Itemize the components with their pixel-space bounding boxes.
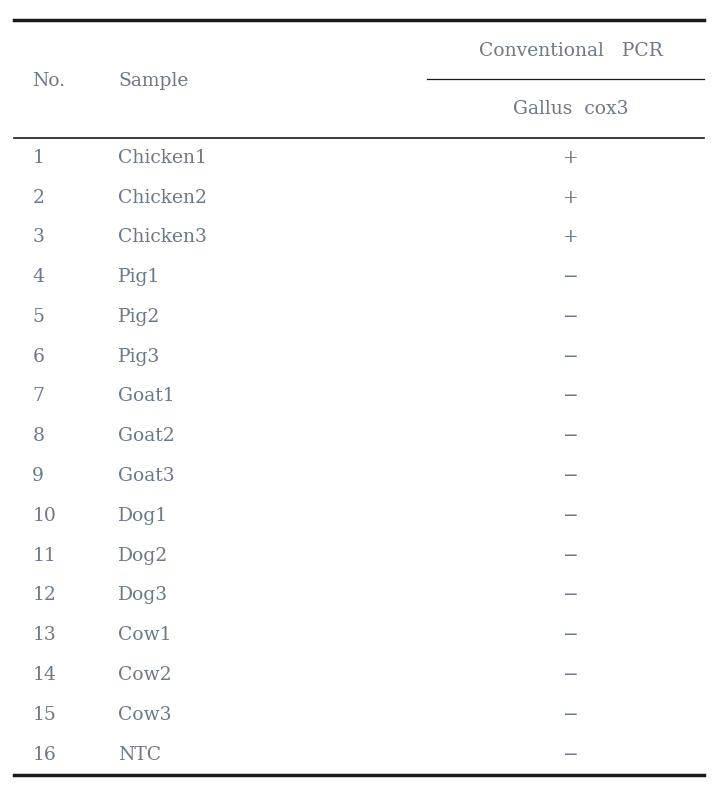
Text: +: + (563, 149, 579, 166)
Text: Sample: Sample (118, 72, 189, 89)
Text: −: − (563, 428, 579, 445)
Text: 12: 12 (32, 587, 56, 604)
Text: 7: 7 (32, 387, 45, 406)
Text: Gallus  cox3: Gallus cox3 (513, 101, 628, 118)
Text: 3: 3 (32, 228, 45, 246)
Text: 6: 6 (32, 348, 45, 366)
Text: Dog2: Dog2 (118, 546, 169, 565)
Text: 16: 16 (32, 746, 56, 763)
Text: −: − (563, 706, 579, 724)
Text: 4: 4 (32, 268, 45, 286)
Text: Cow3: Cow3 (118, 706, 172, 724)
Text: Dog1: Dog1 (118, 507, 169, 525)
Text: 8: 8 (32, 428, 45, 445)
Text: −: − (563, 746, 579, 763)
Text: −: − (563, 546, 579, 565)
Text: +: + (563, 188, 579, 207)
Text: 1: 1 (32, 149, 45, 166)
Text: Chicken3: Chicken3 (118, 228, 208, 246)
Text: Cow1: Cow1 (118, 626, 172, 644)
Text: −: − (563, 348, 579, 366)
Text: Dog3: Dog3 (118, 587, 169, 604)
Text: 10: 10 (32, 507, 56, 525)
Text: −: − (563, 507, 579, 525)
Text: −: − (563, 467, 579, 485)
Text: −: − (563, 666, 579, 684)
Text: −: − (563, 268, 579, 286)
Text: Conventional   PCR: Conventional PCR (479, 43, 663, 60)
Text: Pig2: Pig2 (118, 308, 161, 326)
Text: −: − (563, 308, 579, 326)
Text: Chicken2: Chicken2 (118, 188, 208, 207)
Text: Pig3: Pig3 (118, 348, 161, 366)
Text: 5: 5 (32, 308, 45, 326)
Text: Pig1: Pig1 (118, 268, 161, 286)
Text: Goat3: Goat3 (118, 467, 175, 485)
Text: 11: 11 (32, 546, 56, 565)
Text: 15: 15 (32, 706, 56, 724)
Text: 9: 9 (32, 467, 45, 485)
Text: 13: 13 (32, 626, 56, 644)
Text: 14: 14 (32, 666, 56, 684)
Text: Goat2: Goat2 (118, 428, 175, 445)
Text: −: − (563, 387, 579, 406)
Text: Chicken1: Chicken1 (118, 149, 208, 166)
Text: Cow2: Cow2 (118, 666, 172, 684)
Text: NTC: NTC (118, 746, 162, 763)
Text: 2: 2 (32, 188, 45, 207)
Text: −: − (563, 626, 579, 644)
Text: Goat1: Goat1 (118, 387, 175, 406)
Text: No.: No. (32, 72, 65, 89)
Text: −: − (563, 587, 579, 604)
Text: +: + (563, 228, 579, 246)
